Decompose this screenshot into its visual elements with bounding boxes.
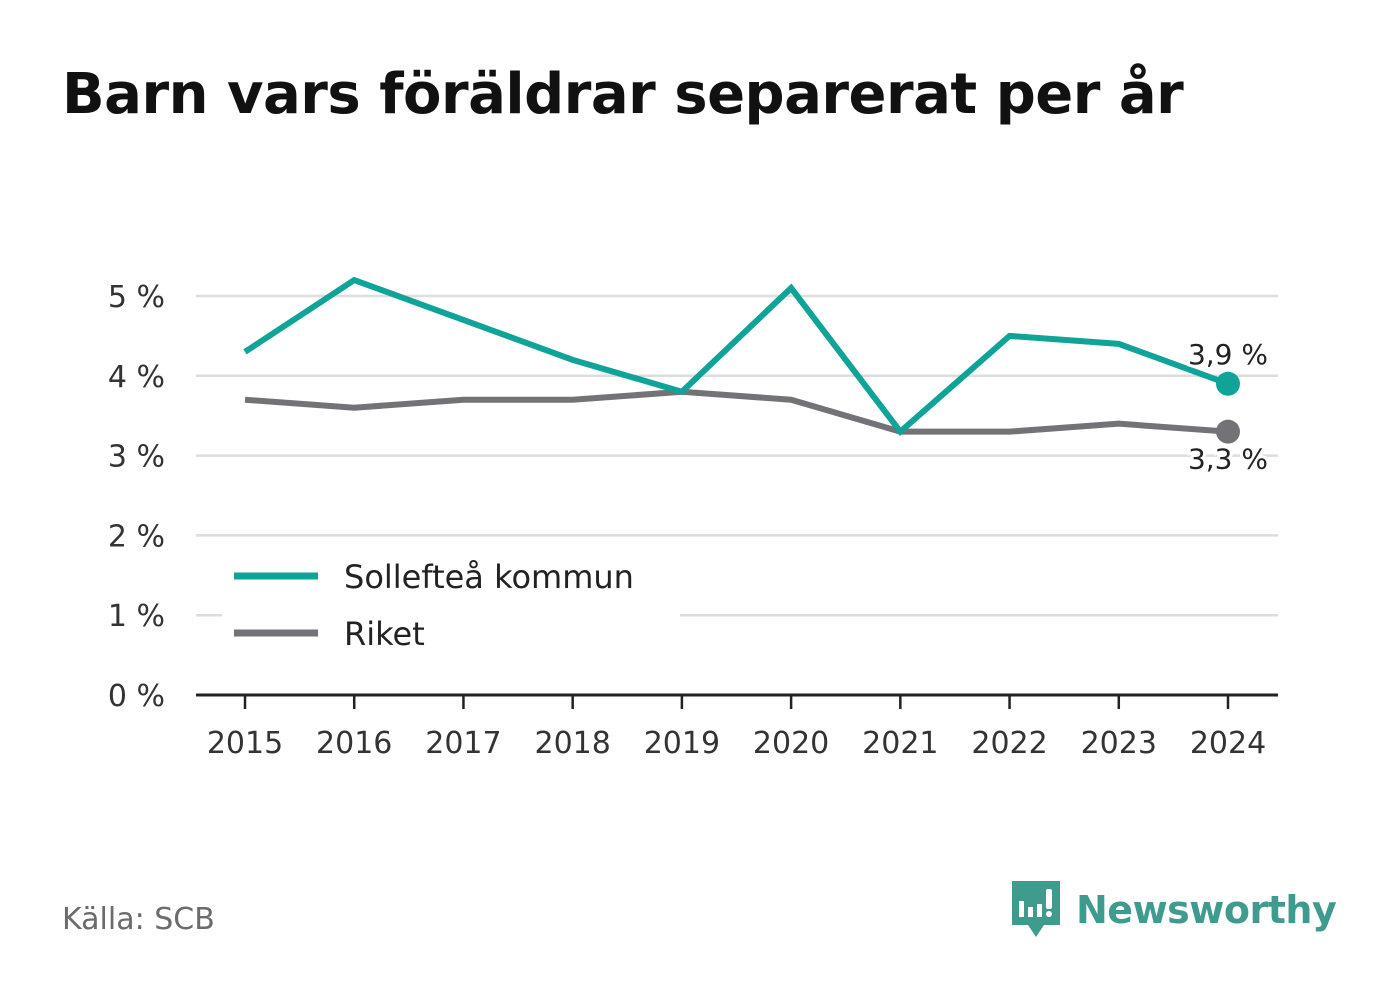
x-tick-label: 2019 xyxy=(644,726,720,761)
brand-logo: Newsworthy xyxy=(1010,878,1337,942)
y-tick-label: 2 % xyxy=(108,519,165,554)
end-point-marker xyxy=(1216,371,1240,396)
y-tick-label: 4 % xyxy=(108,360,165,395)
newsworthy-icon xyxy=(1012,881,1060,937)
x-tick-label: 2024 xyxy=(1190,726,1266,761)
end-point-marker xyxy=(1216,419,1240,444)
end-value-label: 3,9 % xyxy=(1188,338,1268,371)
x-tick-label: 2015 xyxy=(207,726,283,761)
brand-name: Newsworthy xyxy=(1076,888,1337,932)
x-tick-label: 2017 xyxy=(425,726,501,761)
x-tick-label: 2020 xyxy=(753,726,829,761)
x-tick-label: 2022 xyxy=(971,726,1047,761)
x-axis-ticks: 2015 2016 2017 2018 2019 2020 2021 2022 2023 2024 xyxy=(207,695,1266,761)
series-line xyxy=(243,276,1230,437)
legend-label: Riket xyxy=(344,615,425,653)
chart-title: Barn vars föräldrar separerat per år xyxy=(62,62,1184,127)
legend: Sollefteå kommun Riket xyxy=(222,548,680,658)
legend-label: Sollefteå kommun xyxy=(344,558,634,596)
y-tick-label: 0 % xyxy=(108,679,165,714)
x-tick-label: 2016 xyxy=(316,726,392,761)
x-tick-label: 2021 xyxy=(862,726,938,761)
y-tick-label: 5 % xyxy=(108,280,165,315)
y-axis-ticks: 0 % 1 % 2 % 3 % 4 % 5 % xyxy=(108,280,165,714)
legend-background xyxy=(222,548,680,658)
series-lines xyxy=(243,276,1240,444)
source-note: Källa: SCB xyxy=(62,902,215,937)
x-tick-label: 2023 xyxy=(1081,726,1157,761)
end-value-label: 3,3 % xyxy=(1188,443,1268,476)
series-line xyxy=(244,388,1229,435)
x-tick-label: 2018 xyxy=(534,726,610,761)
y-tick-label: 3 % xyxy=(108,440,165,475)
y-tick-label: 1 % xyxy=(108,599,165,634)
end-labels: 3,9 % 3,3 % xyxy=(1185,335,1271,479)
